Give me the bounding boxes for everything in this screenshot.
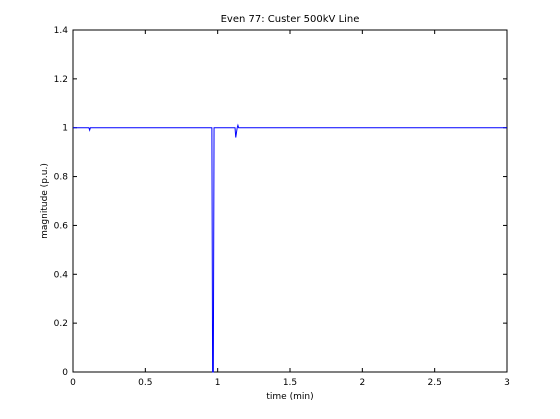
x-tick-label: 3 [504, 378, 510, 388]
y-tick-label: 1 [62, 124, 68, 134]
y-tick-label: 1.4 [54, 26, 69, 36]
x-tick-label: 1 [215, 378, 221, 388]
y-tick-label: 0.8 [54, 173, 69, 183]
chart-title: Even 77: Custer 500kV Line [221, 14, 360, 25]
y-tick-label: 0.6 [54, 221, 69, 231]
x-tick-label: 0 [70, 378, 76, 388]
plot-area: 0 0.5 1 1.5 2 2.5 3 0 0.2 0.4 0.6 0.8 1 1.2 1.4 [54, 26, 510, 388]
x-axis-label: time (min) [266, 392, 313, 402]
y-tick-label: 0 [62, 368, 68, 378]
y-tick-label: 1.2 [54, 75, 68, 85]
x-tick-label: 2.5 [428, 378, 442, 388]
axes-box [72, 29, 508, 373]
y-tick-label: 0.2 [54, 319, 68, 329]
y-axis-label: magnitude (p.u.) [40, 163, 50, 239]
x-tick-label: 1.5 [283, 378, 297, 388]
series-line [73, 123, 507, 373]
x-tick-label: 2 [359, 378, 365, 388]
y-tick-label: 0.4 [54, 270, 69, 280]
x-tick-label: 0.5 [138, 378, 152, 388]
